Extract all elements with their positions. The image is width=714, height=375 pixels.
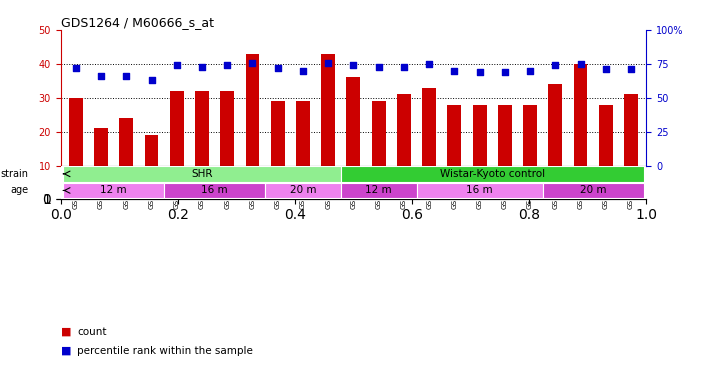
Point	[398, 64, 410, 70]
Bar	[94, 128, 108, 166]
Bar	[473, 105, 486, 166]
Bar	[246, 54, 259, 166]
Text: age: age	[11, 186, 29, 195]
Text: 20 m: 20 m	[290, 186, 316, 195]
Bar	[119, 118, 134, 166]
Point	[70, 65, 81, 71]
Bar	[341, 183, 416, 198]
Bar	[372, 101, 386, 166]
Bar	[145, 135, 159, 166]
Text: 20 m: 20 m	[580, 186, 606, 195]
Point	[600, 66, 611, 72]
Bar	[321, 54, 335, 166]
Bar	[346, 78, 361, 166]
Bar	[265, 183, 341, 198]
Bar	[195, 91, 209, 166]
Point	[348, 62, 359, 68]
Text: ■: ■	[61, 327, 71, 337]
Text: 12 m: 12 m	[366, 186, 392, 195]
Point	[196, 64, 208, 70]
Text: strain: strain	[1, 169, 29, 179]
Bar	[523, 105, 537, 166]
Text: count: count	[77, 327, 106, 337]
Bar	[599, 105, 613, 166]
Text: ■: ■	[61, 346, 71, 355]
Bar	[271, 101, 285, 166]
Point	[499, 69, 511, 75]
Bar	[416, 183, 543, 198]
Bar	[573, 64, 588, 166]
Point	[146, 77, 157, 83]
Point	[272, 65, 283, 71]
Point	[96, 73, 107, 79]
Point	[221, 62, 233, 68]
Bar	[624, 94, 638, 166]
Point	[448, 68, 460, 74]
Bar	[422, 88, 436, 166]
Point	[171, 62, 183, 68]
Bar	[498, 105, 512, 166]
Text: GDS1264 / M60666_s_at: GDS1264 / M60666_s_at	[61, 16, 213, 29]
Point	[625, 66, 637, 72]
Point	[474, 69, 486, 75]
Point	[297, 68, 308, 74]
Point	[423, 61, 435, 67]
Point	[247, 60, 258, 66]
Point	[550, 62, 561, 68]
Point	[373, 64, 384, 70]
Bar	[64, 166, 341, 182]
Bar	[296, 101, 310, 166]
Bar	[221, 91, 234, 166]
Bar	[448, 105, 461, 166]
Bar	[548, 84, 562, 166]
Text: 12 m: 12 m	[101, 186, 127, 195]
Point	[575, 61, 586, 67]
Text: Wistar-Kyoto control: Wistar-Kyoto control	[440, 169, 545, 179]
Bar	[164, 183, 265, 198]
Point	[121, 73, 132, 79]
Text: 16 m: 16 m	[466, 186, 493, 195]
Text: 16 m: 16 m	[201, 186, 228, 195]
Text: SHR: SHR	[191, 169, 213, 179]
Text: percentile rank within the sample: percentile rank within the sample	[77, 346, 253, 355]
Bar	[341, 166, 643, 182]
Bar	[64, 183, 164, 198]
Bar	[170, 91, 183, 166]
Point	[524, 68, 536, 74]
Bar	[397, 94, 411, 166]
Bar	[69, 98, 83, 166]
Bar	[543, 183, 643, 198]
Point	[323, 60, 334, 66]
